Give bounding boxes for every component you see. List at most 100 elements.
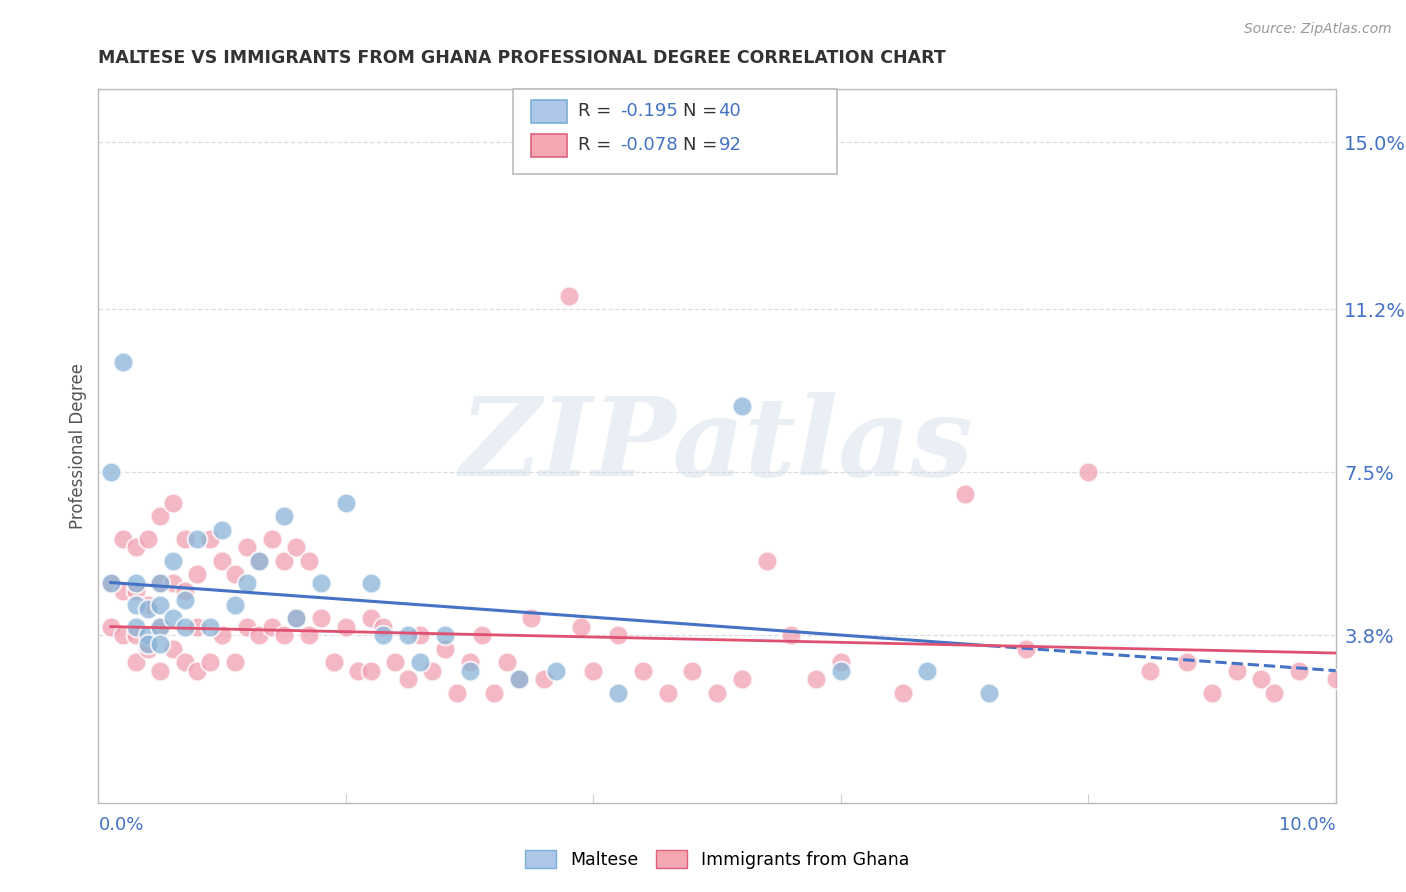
Point <box>162 641 184 656</box>
Point <box>322 655 344 669</box>
Point <box>1175 655 1198 669</box>
Text: ZIPatlas: ZIPatlas <box>460 392 974 500</box>
Point <box>174 655 197 669</box>
Point <box>1350 686 1372 700</box>
Point <box>1077 466 1099 480</box>
Point <box>136 628 159 642</box>
Point <box>247 553 270 567</box>
Point <box>433 641 456 656</box>
Point <box>174 619 197 633</box>
Point <box>631 664 654 678</box>
Point <box>174 584 197 599</box>
Point <box>186 566 208 581</box>
Point <box>384 655 406 669</box>
Point <box>582 664 605 678</box>
Point <box>124 598 146 612</box>
Point <box>211 628 233 642</box>
Point <box>309 611 332 625</box>
Point <box>731 673 754 687</box>
Point <box>1201 686 1223 700</box>
Point <box>607 686 630 700</box>
Point <box>422 664 444 678</box>
Point <box>224 598 246 612</box>
Point <box>409 655 432 669</box>
Point <box>546 664 568 678</box>
Point <box>149 575 172 590</box>
Text: N =: N = <box>683 103 723 120</box>
Point <box>409 628 432 642</box>
Point <box>273 509 295 524</box>
Point <box>657 686 679 700</box>
Text: 40: 40 <box>718 103 741 120</box>
Point <box>681 664 703 678</box>
Point <box>198 532 221 546</box>
Point <box>112 355 135 369</box>
Text: -0.195: -0.195 <box>620 103 678 120</box>
Point <box>830 655 852 669</box>
Point <box>285 611 308 625</box>
Point <box>100 619 122 633</box>
Point <box>298 628 321 642</box>
Point <box>533 673 555 687</box>
Point <box>100 575 122 590</box>
Point <box>136 598 159 612</box>
Point <box>247 628 270 642</box>
Point <box>162 611 184 625</box>
Point <box>149 619 172 633</box>
Point <box>508 673 530 687</box>
Point <box>124 575 146 590</box>
Point <box>557 289 579 303</box>
Point <box>335 496 357 510</box>
Text: -0.078: -0.078 <box>620 136 678 154</box>
Point <box>755 553 778 567</box>
Point <box>1386 664 1406 678</box>
Point <box>495 655 517 669</box>
Text: 0.0%: 0.0% <box>98 816 143 834</box>
Text: R =: R = <box>578 136 617 154</box>
Point <box>149 575 172 590</box>
Y-axis label: Professional Degree: Professional Degree <box>69 363 87 529</box>
Point <box>112 532 135 546</box>
Point <box>309 575 332 590</box>
Point <box>371 619 394 633</box>
Point <box>1015 641 1038 656</box>
Point <box>471 628 494 642</box>
Legend: Maltese, Immigrants from Ghana: Maltese, Immigrants from Ghana <box>517 844 917 876</box>
Point <box>174 532 197 546</box>
Point <box>446 686 468 700</box>
Point <box>124 584 146 599</box>
Point <box>979 686 1001 700</box>
Point <box>706 686 728 700</box>
Point <box>124 655 146 669</box>
Text: 92: 92 <box>718 136 741 154</box>
Point <box>186 619 208 633</box>
Point <box>830 664 852 678</box>
Point <box>335 619 357 633</box>
Point <box>211 523 233 537</box>
Point <box>520 611 543 625</box>
Point <box>112 584 135 599</box>
Point <box>1139 664 1161 678</box>
Point <box>285 541 308 555</box>
Point <box>360 611 382 625</box>
Point <box>186 532 208 546</box>
Point <box>124 628 146 642</box>
Point <box>136 637 159 651</box>
Point <box>1288 664 1310 678</box>
Point <box>236 541 259 555</box>
Point <box>433 628 456 642</box>
Point <box>186 664 208 678</box>
Point <box>731 400 754 414</box>
Point <box>112 628 135 642</box>
Point <box>149 598 172 612</box>
Point <box>396 628 419 642</box>
Text: MALTESE VS IMMIGRANTS FROM GHANA PROFESSIONAL DEGREE CORRELATION CHART: MALTESE VS IMMIGRANTS FROM GHANA PROFESS… <box>98 49 946 67</box>
Point <box>198 619 221 633</box>
Point <box>396 673 419 687</box>
Point <box>149 509 172 524</box>
Point <box>174 593 197 607</box>
Point <box>1250 673 1272 687</box>
Point <box>371 628 394 642</box>
Point <box>508 673 530 687</box>
Point <box>260 619 283 633</box>
